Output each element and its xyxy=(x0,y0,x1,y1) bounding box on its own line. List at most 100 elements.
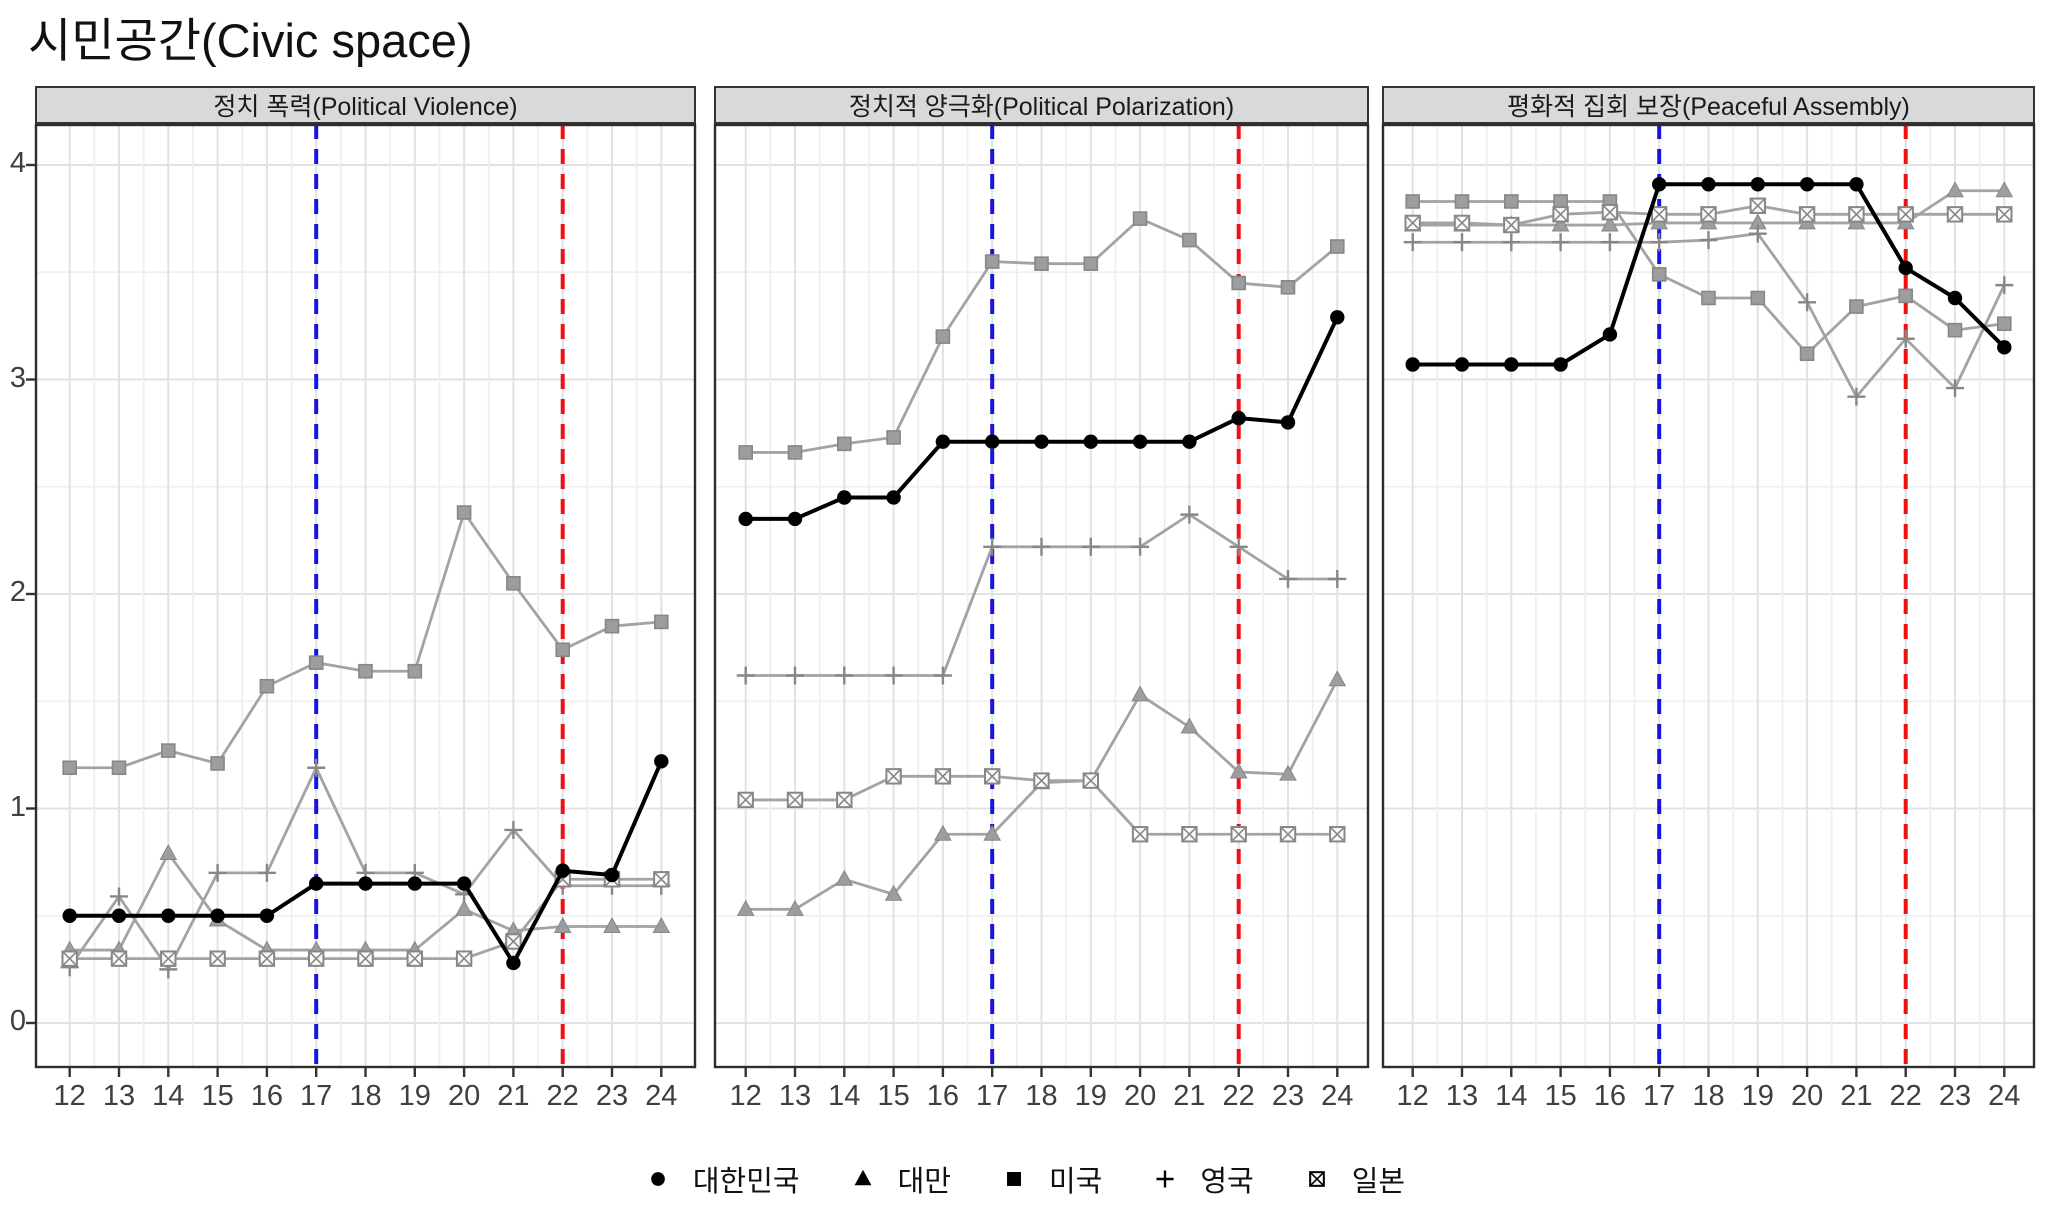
marker-circle xyxy=(1182,434,1197,449)
marker-circle xyxy=(1652,177,1667,192)
x-tick-label: 14 xyxy=(828,1080,861,1112)
marker-circle xyxy=(1701,177,1716,192)
marker-square xyxy=(1898,288,1914,304)
marker-square xyxy=(358,663,373,679)
legend-marker-circle-icon xyxy=(651,1172,665,1186)
series-미국 xyxy=(62,505,669,776)
marker-square xyxy=(935,329,951,344)
series-일본 xyxy=(61,871,670,967)
marker-plus xyxy=(1502,233,1521,252)
x-tick-label: 20 xyxy=(1123,1080,1157,1112)
marker-square xyxy=(506,575,521,591)
marker-square-x xyxy=(1552,206,1569,223)
marker-triangle xyxy=(1551,215,1570,232)
marker-circle xyxy=(837,490,852,505)
marker-square xyxy=(1504,194,1519,209)
marker-square-x xyxy=(1848,206,1865,223)
marker-circle xyxy=(259,908,275,923)
marker-plus xyxy=(1600,233,1619,252)
marker-triangle xyxy=(1131,685,1149,702)
panel-strip-label: 평화적 집회 보장(Peaceful Assembly) xyxy=(1507,93,1910,121)
marker-square xyxy=(1651,267,1667,282)
series-대한민국 xyxy=(62,754,669,971)
marker-plus xyxy=(884,666,903,685)
marker-square-x xyxy=(885,768,902,785)
y-tick-label: 3 xyxy=(9,361,26,394)
marker-circle xyxy=(1034,434,1049,449)
marker-triangle xyxy=(854,1169,872,1186)
marker-triangle xyxy=(1601,215,1619,232)
marker-plus xyxy=(1995,276,2014,295)
marker-circle xyxy=(62,908,77,923)
marker-square-x xyxy=(1329,826,1346,843)
marker-plus xyxy=(933,666,952,685)
marker-triangle xyxy=(736,899,755,916)
marker-triangle xyxy=(983,824,1002,841)
x-tick-label: 13 xyxy=(778,1080,812,1112)
marker-square-x xyxy=(1996,206,2013,223)
marker-square xyxy=(787,445,803,460)
marker-plus xyxy=(1403,233,1422,252)
panel-strip: 평화적 집회 보장(Peaceful Assembly) xyxy=(1382,86,2035,124)
marker-circle xyxy=(456,876,472,891)
marker-square xyxy=(886,430,901,445)
marker-circle xyxy=(111,908,127,923)
x-tick-label: 22 xyxy=(1222,1080,1255,1112)
x-tick-label: 16 xyxy=(1593,1080,1627,1112)
marker-square xyxy=(1553,194,1568,209)
legend-item-square: 미국 xyxy=(999,1158,1102,1200)
x-tick-label: 16 xyxy=(250,1080,284,1112)
legend-item-plus: 영국 xyxy=(1150,1158,1254,1200)
marker-triangle xyxy=(786,899,804,916)
marker-square xyxy=(555,642,571,658)
marker-square-x xyxy=(1651,206,1668,223)
marker-square-x xyxy=(984,768,1001,785)
marker-square-x xyxy=(1082,772,1100,789)
x-tick-label: 16 xyxy=(926,1080,960,1112)
marker-circle xyxy=(407,876,422,891)
marker-circle xyxy=(1750,177,1765,192)
marker-square xyxy=(1231,275,1247,291)
marker-circle xyxy=(1602,327,1618,342)
marker-circle xyxy=(886,490,901,505)
marker-square-x xyxy=(505,933,522,950)
legend: 대한민국 대만 미국 영국 일본 xyxy=(0,1158,2048,1200)
series-미국 xyxy=(1405,194,2012,362)
marker-circle xyxy=(935,434,951,449)
x-tick-label: 21 xyxy=(1173,1080,1206,1112)
marker-square-x xyxy=(1033,772,1050,789)
marker-plus xyxy=(208,863,227,882)
y-tick-label: 2 xyxy=(9,576,26,608)
marker-circle xyxy=(1553,357,1568,372)
marker-triangle xyxy=(1946,181,1964,198)
chart-title: 시민공간(Civic space) xyxy=(28,14,473,67)
x-tick-label: 19 xyxy=(1741,1080,1774,1112)
marker-circle xyxy=(985,434,1000,449)
marker-plus xyxy=(1328,569,1347,588)
x-tick-label: 19 xyxy=(1074,1080,1107,1112)
marker-square-x xyxy=(1700,206,1717,223)
marker-plus xyxy=(736,666,755,685)
marker-square xyxy=(1132,211,1148,226)
marker-circle xyxy=(555,863,570,878)
marker-plus xyxy=(1748,224,1767,243)
marker-square-x xyxy=(1798,206,1816,223)
marker-plus xyxy=(786,666,804,685)
marker-circle xyxy=(654,754,669,769)
x-tick-label: 14 xyxy=(152,1080,185,1112)
x-tick-label: 13 xyxy=(102,1080,136,1112)
marker-plus xyxy=(1699,231,1718,250)
x-tick-label: 20 xyxy=(447,1080,481,1112)
x-tick-label: 23 xyxy=(1938,1080,1972,1112)
marker-square-x xyxy=(61,950,78,967)
marker-plus xyxy=(1896,329,1915,348)
x-tick-label: 17 xyxy=(300,1080,333,1112)
marker-plus xyxy=(1131,537,1150,556)
x-tick-label: 18 xyxy=(1692,1080,1725,1112)
marker-square xyxy=(161,743,176,758)
x-tick-label: 15 xyxy=(877,1080,910,1112)
panel-0: 정치 폭력(Political Violence) 12 13 14 15 16 17 18 1… xyxy=(26,86,697,1128)
marker-square-x xyxy=(160,950,177,967)
marker-square-x xyxy=(1404,214,1421,232)
marker-triangle xyxy=(884,884,903,901)
